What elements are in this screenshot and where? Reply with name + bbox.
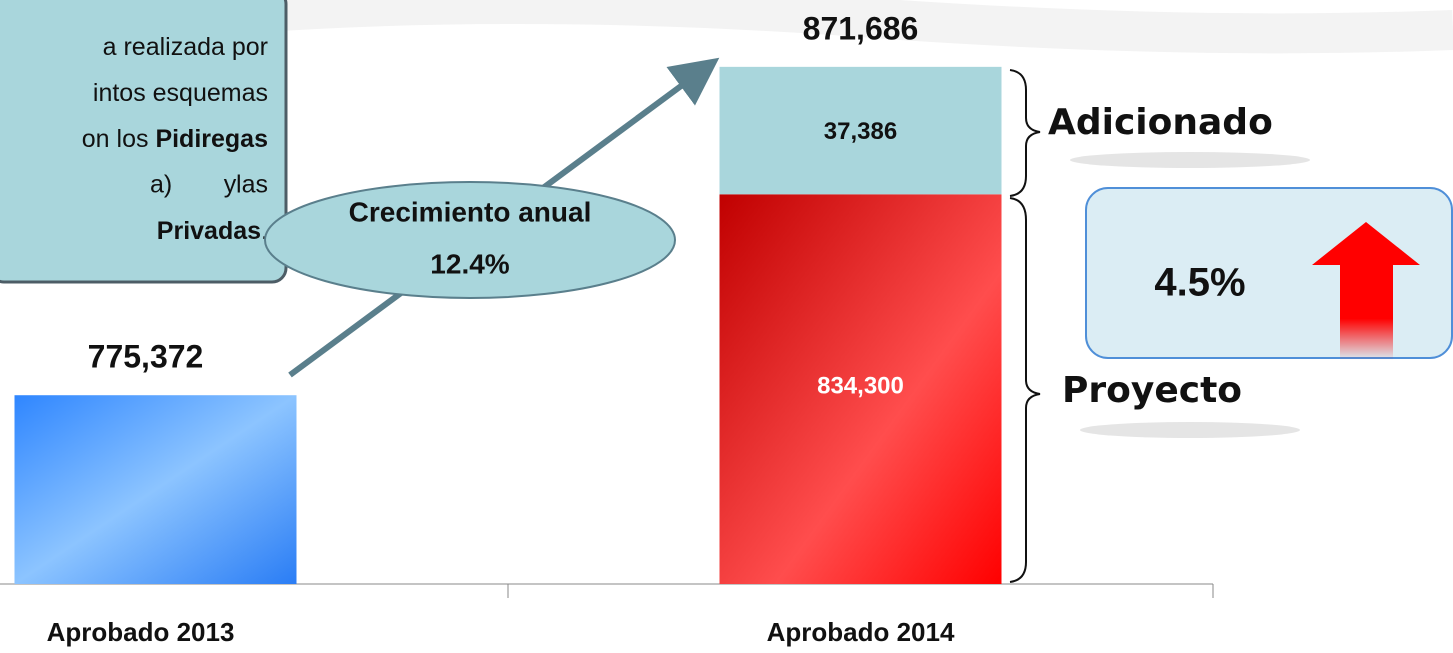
total-label: 871,686	[803, 10, 919, 46]
note-span: Pidiregas	[155, 125, 268, 153]
note-span: Privadas	[157, 217, 261, 245]
value-label: 37,386	[824, 118, 897, 145]
increase-arrow	[1312, 222, 1420, 360]
shadow	[1070, 152, 1310, 168]
growth-callout	[264, 181, 676, 299]
note-line: intos esquemas	[93, 79, 268, 107]
note-line: Privadas.	[157, 217, 268, 245]
increase-box	[1085, 187, 1453, 359]
note-box	[0, 0, 288, 284]
bar	[719, 66, 1002, 195]
value-label: 834,300	[817, 372, 904, 399]
increase-value: 4.5%	[1154, 261, 1245, 305]
value-label: 775,372	[88, 339, 204, 375]
shadow	[1080, 422, 1300, 438]
note-line: on los Pidiregas	[82, 125, 268, 153]
bar	[14, 395, 297, 584]
series-label: Adicionado	[1048, 102, 1273, 143]
note-text: a realizada por intos esquemas on los Pidi…	[82, 33, 268, 245]
brace-adicionado	[1009, 69, 1041, 197]
note-span: .	[261, 217, 268, 245]
note-word: y	[224, 171, 237, 199]
brace-proyecto	[1009, 197, 1041, 583]
bar	[719, 194, 1002, 584]
plot: Aprobado 2013 775,372 Aprobado 2014 834,300…	[0, 10, 1214, 647]
growth-value: 12.4%	[430, 248, 509, 279]
note-word: las	[236, 171, 268, 199]
growth-label: Crecimiento anual	[349, 196, 592, 227]
note-word: a)	[150, 171, 172, 199]
series-label: Proyecto	[1062, 370, 1242, 411]
note-span: a realizada por	[103, 33, 268, 61]
x-tick-label: Aprobado 2013	[47, 617, 235, 647]
note-span: on los	[82, 125, 156, 153]
note-span: intos esquemas	[93, 79, 268, 107]
x-tick-label: Aprobado 2014	[767, 617, 955, 647]
note-line: a realizada por	[103, 33, 268, 61]
